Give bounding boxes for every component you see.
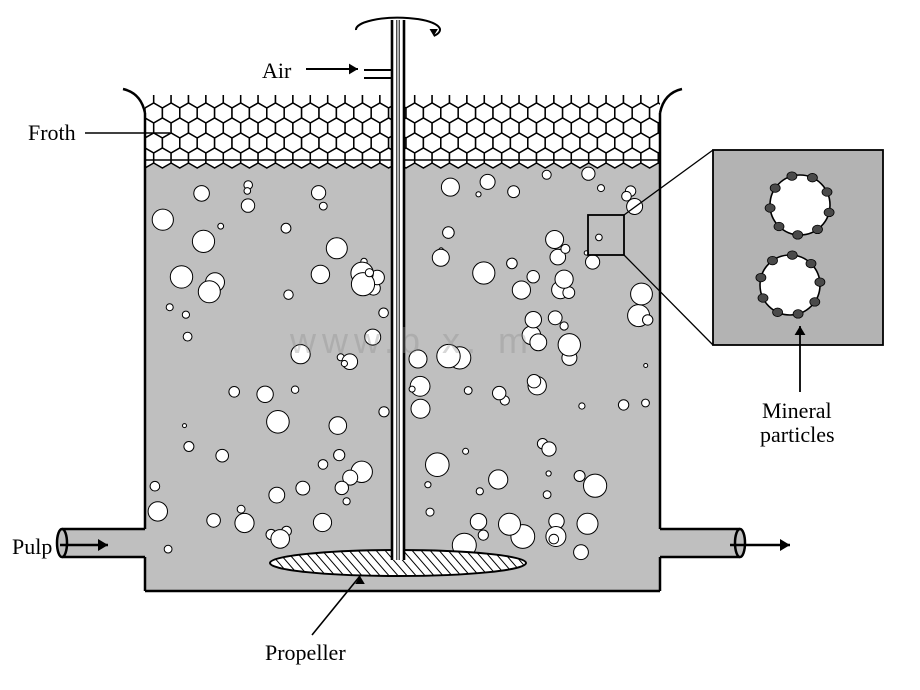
label-pulp: Pulp: [12, 534, 52, 560]
label-propeller: Propeller: [265, 640, 346, 666]
diagram-stage: Air Froth Pulp Propeller Mineral particl…: [0, 0, 920, 690]
label-air: Air: [262, 58, 291, 84]
watermark-text: www.b x. m: [290, 320, 534, 362]
label-mineral-line1: Mineral: [762, 398, 832, 424]
label-froth: Froth: [28, 120, 76, 146]
label-mineral-line2: particles: [760, 422, 835, 448]
